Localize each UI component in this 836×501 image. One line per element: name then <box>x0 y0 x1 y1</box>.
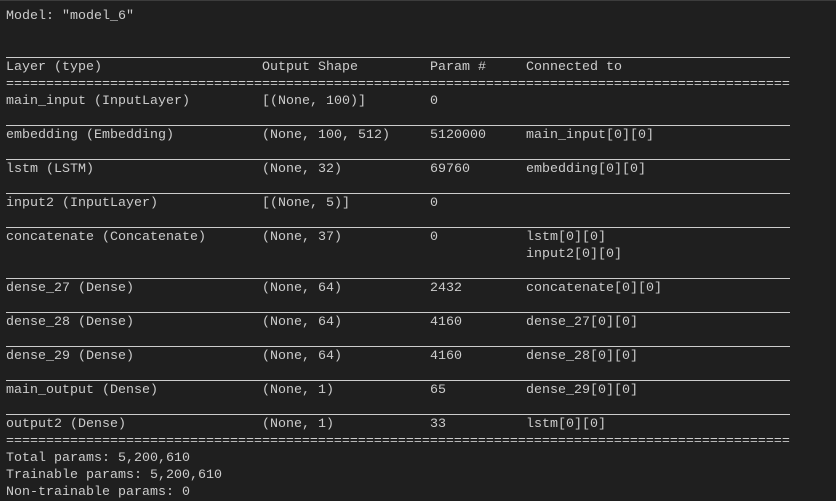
output-shape: (None, 64) <box>262 315 342 330</box>
header-layer-type: Layer (type) <box>6 60 102 75</box>
connected-to: dense_27[0][0] <box>526 315 638 330</box>
underscore-rule <box>6 125 790 126</box>
output-shape: [(None, 5)] <box>262 196 350 211</box>
header-connected-to: Connected to <box>526 60 622 75</box>
trainable-params-text: Trainable params: 5,200,610 <box>6 468 222 483</box>
connected-to: input2[0][0] <box>526 247 622 262</box>
param-count: 4160 <box>430 349 462 364</box>
output-shape: (None, 37) <box>262 230 342 245</box>
layer-name: embedding (Embedding) <box>6 128 174 143</box>
connected-to: lstm[0][0] <box>526 230 606 245</box>
underscore-rule <box>6 57 790 58</box>
output-shape: (None, 64) <box>262 281 342 296</box>
param-count: 33 <box>430 417 446 432</box>
output-shape: (None, 1) <box>262 417 334 432</box>
param-count: 2432 <box>430 281 462 296</box>
total-params-text: Total params: 5,200,610 <box>6 451 190 466</box>
param-count: 69760 <box>430 162 470 177</box>
underscore-rule <box>6 346 790 347</box>
param-count: 0 <box>430 94 438 109</box>
connected-to: main_input[0][0] <box>526 128 654 143</box>
model-title-text: Model: "model_6" <box>6 9 134 24</box>
layer-name: dense_27 (Dense) <box>6 281 134 296</box>
underscore-rule <box>6 193 790 194</box>
underscore-rule <box>6 227 790 228</box>
layer-name: dense_28 (Dense) <box>6 315 134 330</box>
layer-name: output2 (Dense) <box>6 417 126 432</box>
output-shape: (None, 32) <box>262 162 342 177</box>
output-shape: (None, 100, 512) <box>262 128 390 143</box>
layer-name: concatenate (Concatenate) <box>6 230 206 245</box>
connected-to: embedding[0][0] <box>526 162 646 177</box>
output-shape: (None, 64) <box>262 349 342 364</box>
layer-name: input2 (InputLayer) <box>6 196 158 211</box>
underscore-rule <box>6 380 790 381</box>
connected-to: lstm[0][0] <box>526 417 606 432</box>
underscore-rule <box>6 312 790 313</box>
output-top-border <box>0 0 836 1</box>
connected-to: dense_29[0][0] <box>526 383 638 398</box>
underscore-rule <box>6 278 790 279</box>
layer-name: main_output (Dense) <box>6 383 158 398</box>
param-count: 4160 <box>430 315 462 330</box>
underscore-rule <box>6 159 790 160</box>
output-shape: (None, 1) <box>262 383 334 398</box>
underscore-rule <box>6 414 790 415</box>
layer-name: main_input (InputLayer) <box>6 94 190 109</box>
param-count: 0 <box>430 230 438 245</box>
equals-rule: ========================================… <box>6 434 790 449</box>
connected-to: concatenate[0][0] <box>526 281 662 296</box>
output-shape: [(None, 100)] <box>262 94 366 109</box>
param-count: 5120000 <box>430 128 486 143</box>
header-output-shape: Output Shape <box>262 60 358 75</box>
header-param-count: Param # <box>430 60 486 75</box>
layer-name: lstm (LSTM) <box>6 162 94 177</box>
param-count: 65 <box>430 383 446 398</box>
layer-name: dense_29 (Dense) <box>6 349 134 364</box>
param-count: 0 <box>430 196 438 211</box>
connected-to: dense_28[0][0] <box>526 349 638 364</box>
equals-rule: ========================================… <box>6 77 790 92</box>
